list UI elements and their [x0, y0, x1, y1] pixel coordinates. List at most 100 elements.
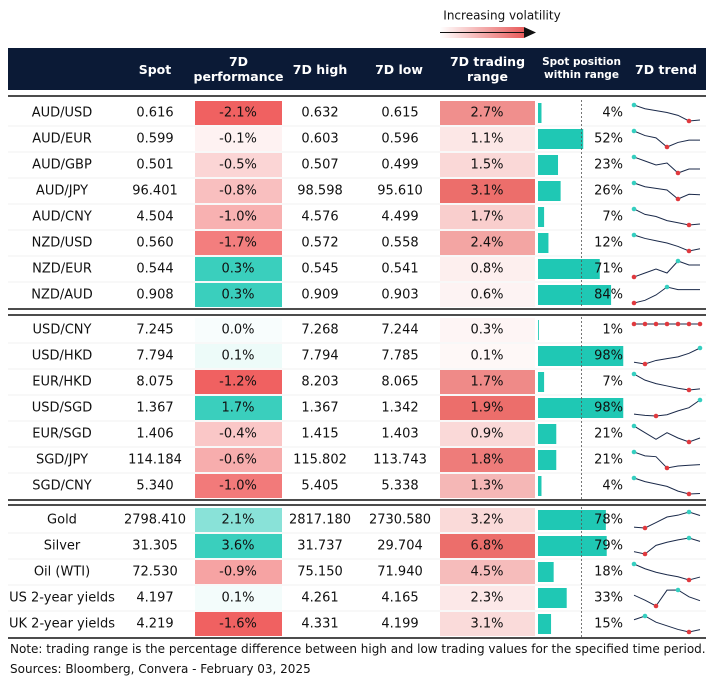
performance-value: -0.4% [219, 427, 257, 442]
position-bar [538, 129, 584, 149]
range-value: 4.5% [470, 565, 503, 580]
pair-label: AUD/EUR [32, 132, 92, 147]
range-value: 0.9% [470, 427, 503, 442]
pair-label: Gold [47, 513, 77, 528]
range-cell [440, 422, 535, 446]
trend-low-dot [664, 144, 670, 150]
performance-cell [195, 534, 282, 558]
spot-value: 0.560 [136, 236, 173, 251]
position-value: 79% [594, 539, 623, 554]
pair-label: NZD/AUD [31, 288, 92, 303]
position-bar [538, 476, 542, 496]
low-value: 0.615 [381, 106, 418, 121]
low-value: 0.558 [381, 236, 418, 251]
trend-high-dot [631, 232, 637, 238]
range-cell [440, 127, 535, 151]
position-bar [538, 372, 545, 392]
range-value: 0.1% [470, 349, 503, 364]
performance-cell [195, 474, 282, 498]
pair-label: USD/SGD [32, 401, 93, 416]
spot-value: 96.401 [132, 184, 178, 199]
position-value: 71% [594, 262, 623, 277]
low-value: 2730.580 [369, 513, 431, 528]
trend-low-dot [642, 525, 648, 531]
pair-label: Silver [44, 539, 81, 554]
performance-cell [195, 127, 282, 151]
low-value: 4.499 [381, 210, 418, 225]
position-value: 98% [594, 349, 623, 364]
position-bar [538, 207, 545, 227]
pair-label: NZD/USD [32, 236, 93, 251]
position-bar [538, 320, 539, 340]
trend-low-dot [686, 248, 692, 254]
pair-label: UK 2-year yields [9, 617, 115, 632]
performance-value: 0.1% [221, 349, 254, 364]
low-value: 113.743 [373, 453, 427, 468]
range-cell [440, 560, 535, 584]
performance-value: 0.3% [221, 288, 254, 303]
trend-line [633, 589, 701, 607]
high-value: 31.737 [297, 539, 343, 554]
pair-label: AUD/GBP [32, 158, 92, 173]
position-value: 23% [594, 158, 623, 173]
low-value: 4.199 [381, 617, 418, 632]
range-value: 2.7% [470, 106, 503, 121]
sources: Sources: Bloomberg, Convera - February 0… [10, 662, 311, 676]
performance-cell [195, 101, 282, 125]
trend-line [633, 537, 701, 555]
low-value: 1.403 [381, 427, 418, 442]
position-bar [538, 614, 552, 634]
trend-low-dot [642, 321, 648, 327]
pair-label: NZD/EUR [32, 262, 92, 277]
trend-high-dot [631, 154, 637, 160]
spot-value: 0.544 [136, 262, 173, 277]
performance-cell [195, 612, 282, 636]
position-bar [538, 259, 600, 279]
position-value: 7% [602, 375, 623, 390]
performance-value: -1.7% [219, 236, 257, 251]
low-value: 1.342 [381, 401, 418, 416]
performance-value: 1.7% [221, 401, 254, 416]
pair-label: Oil (WTI) [34, 565, 90, 580]
position-value: 7% [602, 210, 623, 225]
trend-low-dot [686, 577, 692, 583]
high-value: 75.150 [297, 565, 343, 580]
position-bar [538, 233, 549, 253]
trend-high-dot [631, 423, 637, 429]
pair-label: AUD/USD [32, 106, 93, 121]
position-bar [538, 346, 624, 366]
position-bar [538, 450, 557, 470]
high-value: 8.203 [301, 375, 338, 390]
range-cell [440, 534, 535, 558]
performance-value: -1.6% [219, 617, 257, 632]
range-cell [440, 231, 535, 255]
trend-line [633, 399, 701, 417]
volatility-arrowhead [524, 27, 536, 38]
performance-cell [195, 344, 282, 368]
trend-low-dot [664, 465, 670, 471]
trend-line [633, 104, 701, 122]
position-bar [538, 181, 561, 201]
spot-value: 4.197 [136, 591, 173, 606]
range-value: 0.8% [470, 262, 503, 277]
trend-line [633, 425, 701, 443]
trend-line [633, 451, 701, 469]
pair-label: SGD/CNY [32, 479, 92, 494]
pair-label: USD/CNY [33, 323, 92, 338]
performance-cell [195, 508, 282, 532]
position-bar [538, 155, 559, 175]
trend-line [633, 373, 701, 391]
performance-value: -1.0% [219, 210, 257, 225]
performance-cell [195, 448, 282, 472]
trend-low-dot [675, 170, 681, 176]
position-bar [538, 424, 557, 444]
trend-low-dot [675, 321, 681, 327]
column-header: 7D performance [193, 54, 284, 84]
trend-high-dot [631, 475, 637, 481]
trend-low-dot [686, 629, 692, 635]
low-value: 8.065 [381, 375, 418, 390]
range-cell [440, 153, 535, 177]
range-cell [440, 612, 535, 636]
trend-high-dot [664, 284, 670, 290]
trend-high-dot [631, 561, 637, 567]
